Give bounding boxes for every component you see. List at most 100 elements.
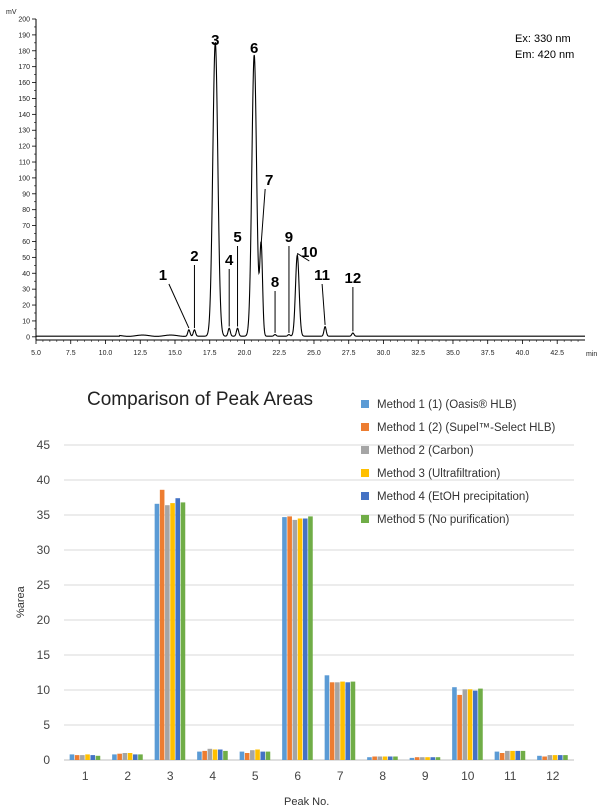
bar-peak-12-series-2 xyxy=(542,756,547,760)
bar-peak-5-series-5 xyxy=(260,751,266,760)
bar-peak-4-series-3 xyxy=(207,748,213,760)
bar-x-tick-label: 7 xyxy=(337,769,344,783)
x-tick-label: 35.0 xyxy=(446,350,460,357)
bar-x-tick-label: 4 xyxy=(209,769,216,783)
legend-swatch-2 xyxy=(361,423,369,431)
bar-peak-11-series-1 xyxy=(494,751,500,760)
bar-peak-6-series-3 xyxy=(292,519,298,760)
y-tick-label: 190 xyxy=(18,32,30,39)
bar-peak-6-series-1 xyxy=(282,517,287,760)
bar-peak-7-series-5 xyxy=(345,682,351,760)
peak-label-2: 2 xyxy=(190,248,198,265)
x-tick-label: 37.5 xyxy=(481,350,495,357)
bar-peak-7-series-2 xyxy=(329,682,335,760)
y-tick-label: 10 xyxy=(22,318,30,325)
y-tick-label: 160 xyxy=(18,80,30,87)
chromatogram-trace xyxy=(36,42,585,337)
bar-peak-7-series-6 xyxy=(350,681,356,760)
x-tick-label: 12.5 xyxy=(133,350,147,357)
bar-peak-10-series-1 xyxy=(452,687,457,760)
legend-swatch-4 xyxy=(361,469,369,477)
bar-peak-7-series-3 xyxy=(335,682,340,760)
bar-x-tick-label: 9 xyxy=(422,769,429,783)
y-tick-label: 80 xyxy=(22,207,30,214)
legend-label-5: Method 4 (EtOH precipitation) xyxy=(377,491,529,503)
x-tick-label: 17.5 xyxy=(203,350,217,357)
y-tick-label: 90 xyxy=(22,191,30,198)
y-tick-label: 0 xyxy=(26,334,30,341)
x-tick-label: 7.5 xyxy=(66,350,76,357)
peak-label-8: 8 xyxy=(271,274,279,291)
y-tick-label: 20 xyxy=(22,303,30,310)
bar-x-tick-label: 5 xyxy=(252,769,259,783)
peak-label-3: 3 xyxy=(211,32,219,49)
bar-peak-8-series-2 xyxy=(372,756,377,760)
bar-peak-4-series-6 xyxy=(223,750,228,760)
bar-peak-4-series-1 xyxy=(197,751,202,760)
y-tick-label: 30 xyxy=(22,287,30,294)
bar-x-tick-label: 2 xyxy=(124,769,131,783)
bar-y-tick-label: 5 xyxy=(43,718,50,732)
peak-leader-line-1 xyxy=(168,283,190,329)
y-tick-label: 100 xyxy=(18,175,30,182)
x-tick-label: 32.5 xyxy=(411,350,425,357)
bar-peak-8-series-5 xyxy=(387,756,393,760)
bar-x-tick-label: 11 xyxy=(504,769,517,783)
bar-peak-11-series-2 xyxy=(499,753,505,760)
legend-swatch-1 xyxy=(361,400,369,408)
y-tick-label: 40 xyxy=(22,271,30,278)
bar-peak-5-series-6 xyxy=(265,751,271,760)
bar-peak-6-series-2 xyxy=(287,516,292,760)
bar-y-tick-label: 35 xyxy=(37,508,51,522)
legend: Method 1 (1) (Oasis® HLB) Method 1 (2) (S… xyxy=(361,399,555,526)
x-tick-label: 40.0 xyxy=(516,350,530,357)
bar-peak-11-series-6 xyxy=(520,750,526,760)
peak-leader-line-11 xyxy=(321,283,326,325)
bar-y-tick-label: 45 xyxy=(37,438,51,452)
x-tick-label: 27.5 xyxy=(342,350,356,357)
bar-peak-9-series-6 xyxy=(435,757,441,760)
peak-area-bar-chart: Comparison of Peak Areas Peak No. %area … xyxy=(15,389,574,808)
bar-peak-5-series-2 xyxy=(244,753,250,760)
bar-y-tick-label: 10 xyxy=(37,683,51,697)
peak-label-1: 1 xyxy=(159,267,167,284)
bar-y-tick-label: 20 xyxy=(37,613,51,627)
bar-peak-4-series-2 xyxy=(202,750,207,760)
peak-label-10: 10 xyxy=(301,244,318,261)
bar-chart-title: Comparison of Peak Areas xyxy=(87,389,313,410)
bar-peak-1-series-5 xyxy=(90,755,96,760)
x-tick-label: 30.0 xyxy=(377,350,391,357)
peak-label-11: 11 xyxy=(314,267,330,284)
y-tick-label: 120 xyxy=(18,144,30,151)
bar-peak-12-series-3 xyxy=(547,755,553,760)
bar-peak-2-series-2 xyxy=(117,753,122,760)
bar-peak-10-series-3 xyxy=(462,689,468,760)
bar-peak-4-series-4 xyxy=(212,749,218,760)
bar-peak-5-series-3 xyxy=(250,750,255,760)
bar-peak-1-series-4 xyxy=(85,754,90,760)
legend-label-6: Method 5 (No purification) xyxy=(377,514,509,526)
bar-x-tick-label: 3 xyxy=(167,769,174,783)
bar-peak-9-series-3 xyxy=(420,757,425,760)
y-tick-label: 130 xyxy=(18,128,30,135)
bar-peak-2-series-5 xyxy=(132,754,138,760)
bar-peak-12-series-6 xyxy=(563,755,568,760)
peak-label-6: 6 xyxy=(250,40,258,57)
emission-annotation: Em: 420 nm xyxy=(515,49,574,61)
bar-peak-11-series-5 xyxy=(515,750,521,760)
y-tick-label: 140 xyxy=(18,112,30,119)
peak-leader-line-7 xyxy=(260,188,266,244)
bar-peak-5-series-1 xyxy=(239,751,245,760)
bar-x-tick-label: 6 xyxy=(294,769,301,783)
bar-peak-6-series-4 xyxy=(297,518,303,760)
bar-peak-6-series-6 xyxy=(308,516,313,760)
bar-peak-9-series-2 xyxy=(414,757,420,760)
bar-peak-9-series-5 xyxy=(430,757,436,760)
bar-peak-7-series-4 xyxy=(340,681,345,760)
bar-y-tick-label: 40 xyxy=(37,473,51,487)
legend-label-2: Method 1 (2) (Supel™-Select HLB) xyxy=(377,422,555,434)
y-tick-label: 70 xyxy=(22,223,30,230)
chromatogram-chart: mV min Ex: 330 nm Em: 420 nm 0 10 20 30 40 50… xyxy=(6,9,597,358)
bar-peak-12-series-4 xyxy=(552,755,558,760)
bar-peak-2-series-4 xyxy=(127,753,133,760)
